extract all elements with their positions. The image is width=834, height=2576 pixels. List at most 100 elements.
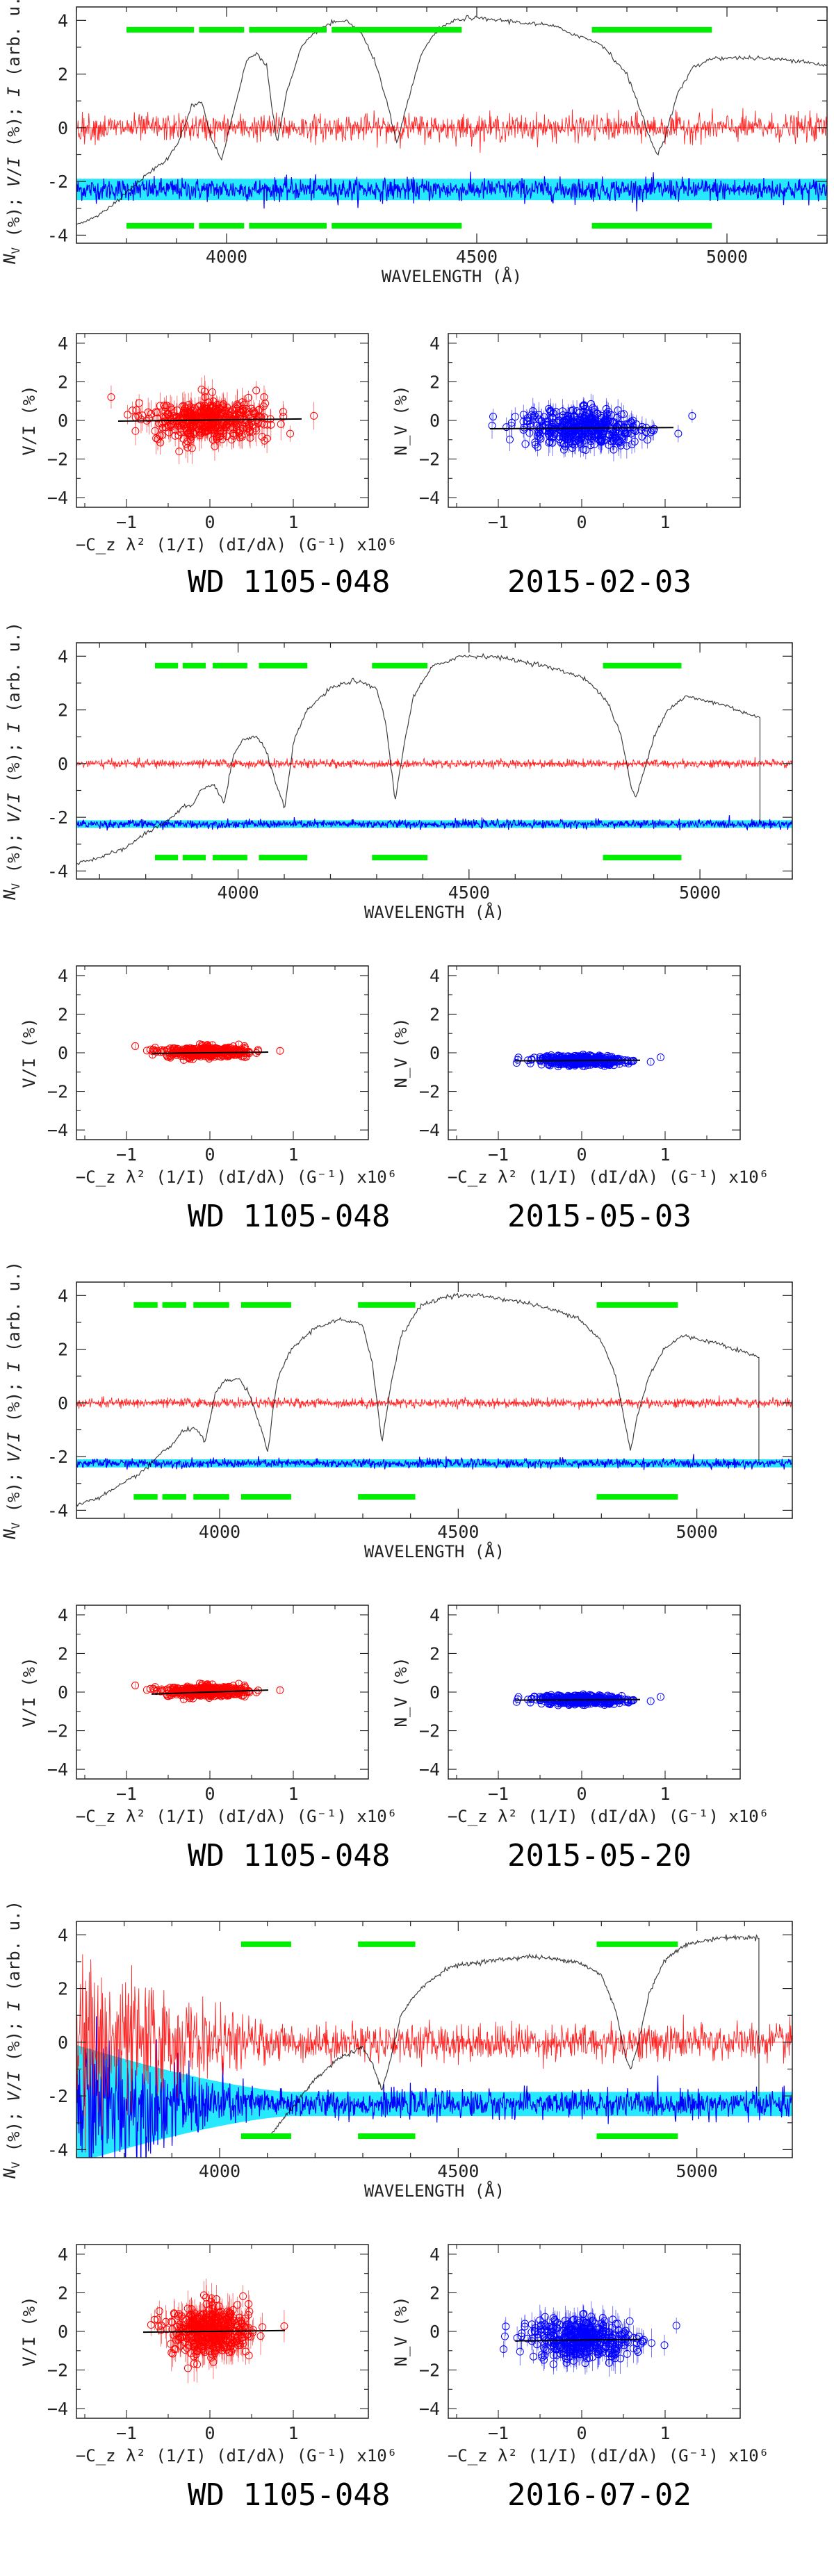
mask-segment-bottom	[155, 855, 178, 860]
mask-segment-top	[213, 663, 247, 668]
x-tick-label: 1	[288, 1145, 298, 1165]
scatter-ylabel: N_V (%)	[391, 1017, 411, 1088]
x-tick-label: 1	[660, 1145, 670, 1165]
spectrum-xlabel: WAVELENGTH (Å)	[382, 266, 522, 286]
y-tick-label: 0	[58, 411, 68, 431]
y-tick-label: -2	[47, 172, 68, 192]
y-tick-label: 4	[58, 10, 68, 31]
y-tick-label: 0	[58, 754, 68, 774]
mask-segment-bottom	[183, 855, 206, 860]
x-tick-label: 1	[288, 512, 298, 532]
star-name: WD 1105-048	[188, 1199, 390, 1234]
mask-segment-top	[126, 27, 194, 33]
spectrum-plot-area	[76, 643, 792, 879]
mask-segment-bottom	[603, 855, 682, 860]
x-tick-label: 5000	[679, 883, 721, 903]
mask-segment-bottom	[193, 1494, 229, 1500]
y-tick-label: 0	[430, 411, 440, 431]
scatter-xlabel: −C_z λ² (1/I) (dI/dλ) (G⁻¹) x10⁶	[76, 1807, 397, 1826]
scatter-data	[513, 1691, 664, 1709]
scatter-xlabel: −C_z λ² (1/I) (dI/dλ) (G⁻¹) x10⁶	[76, 535, 397, 555]
x-tick-label: 0	[576, 512, 587, 532]
y-tick-label: -4	[47, 225, 68, 245]
mask-segment-top	[332, 27, 461, 33]
y-tick-label: −4	[47, 1120, 68, 1140]
y-tick-label: −4	[47, 488, 68, 508]
mask-segment-top	[155, 663, 178, 668]
x-tick-label: 0	[204, 1145, 215, 1165]
scatter-frame	[448, 966, 740, 1140]
y-tick-label: 2	[58, 1004, 68, 1024]
x-tick-label: 0	[204, 512, 215, 532]
mask-segment-top	[249, 27, 327, 33]
mask-segment-top	[163, 1302, 186, 1308]
mask-segment-bottom	[592, 223, 712, 229]
scatter-xlabel: −C_z λ² (1/I) (dI/dλ) (G⁻¹) x10⁶	[448, 1167, 769, 1187]
x-tick-label: 4500	[437, 1522, 479, 1542]
observation-date: 2015-05-03	[507, 1199, 692, 1234]
mask-segment-bottom	[199, 223, 244, 229]
y-tick-label: 4	[58, 646, 68, 666]
x-tick-label: 5000	[706, 247, 748, 267]
mask-segment-top	[133, 1302, 157, 1308]
mask-segment-top	[193, 1302, 229, 1308]
x-tick-label: 4000	[199, 1522, 240, 1542]
x-tick-label: −1	[488, 1145, 509, 1165]
scatter-ylabel: N_V (%)	[391, 385, 411, 455]
y-tick-label: -4	[47, 1500, 68, 1520]
x-tick-label: 4500	[448, 883, 490, 903]
y-tick-label: −2	[419, 450, 440, 470]
fit-line	[515, 1060, 640, 1061]
y-tick-label: 0	[58, 1682, 68, 1703]
x-tick-label: 1	[660, 512, 670, 532]
mask-segment-bottom	[596, 1494, 678, 1500]
y-tick-label: −4	[47, 1759, 68, 1780]
observation-date: 2015-02-03	[507, 564, 692, 600]
x-tick-label: 4000	[206, 247, 247, 267]
y-tick-label: -2	[47, 807, 68, 828]
mask-segment-top	[259, 663, 307, 668]
mask-segment-top	[358, 1302, 415, 1308]
y-tick-label: −2	[47, 1082, 68, 1102]
x-tick-label: −1	[488, 512, 509, 532]
y-tick-label: 0	[58, 1043, 68, 1063]
mask-segment-bottom	[133, 1494, 157, 1500]
y-tick-label: 2	[58, 372, 68, 392]
scatter-data	[489, 394, 696, 461]
mask-segment-top	[596, 1302, 678, 1308]
scatter-xlabel: −C_z λ² (1/I) (dI/dλ) (G⁻¹) x10⁶	[76, 1167, 397, 1187]
scatter-data	[513, 1051, 664, 1069]
mask-segment-bottom	[259, 855, 307, 860]
mask-segment-bottom	[249, 223, 327, 229]
mask-segment-top	[199, 27, 244, 33]
x-tick-label: 0	[204, 1784, 215, 1804]
mask-segment-bottom	[332, 223, 461, 229]
mask-segment-top	[603, 663, 682, 668]
mask-segment-bottom	[163, 1494, 186, 1500]
y-tick-label: −4	[419, 1120, 440, 1140]
y-tick-label: 4	[58, 1605, 68, 1625]
y-tick-label: 0	[430, 1043, 440, 1063]
scatter-ylabel: V/I (%)	[19, 1017, 39, 1088]
y-tick-label: 2	[58, 1340, 68, 1360]
scatter-data	[132, 1041, 284, 1064]
scatter-data	[108, 375, 318, 464]
y-tick-label: 2	[430, 1004, 440, 1024]
y-tick-label: 2	[58, 700, 68, 721]
mask-segment-top	[592, 27, 712, 33]
scatter-ylabel: V/I (%)	[19, 1657, 39, 1727]
mask-segment-top	[372, 663, 427, 668]
spectrum-ylabel: NV (%); V/I (%); I (arb. u.)	[0, 0, 24, 265]
x-tick-label: −1	[116, 1145, 137, 1165]
x-tick-label: 0	[576, 1145, 587, 1165]
